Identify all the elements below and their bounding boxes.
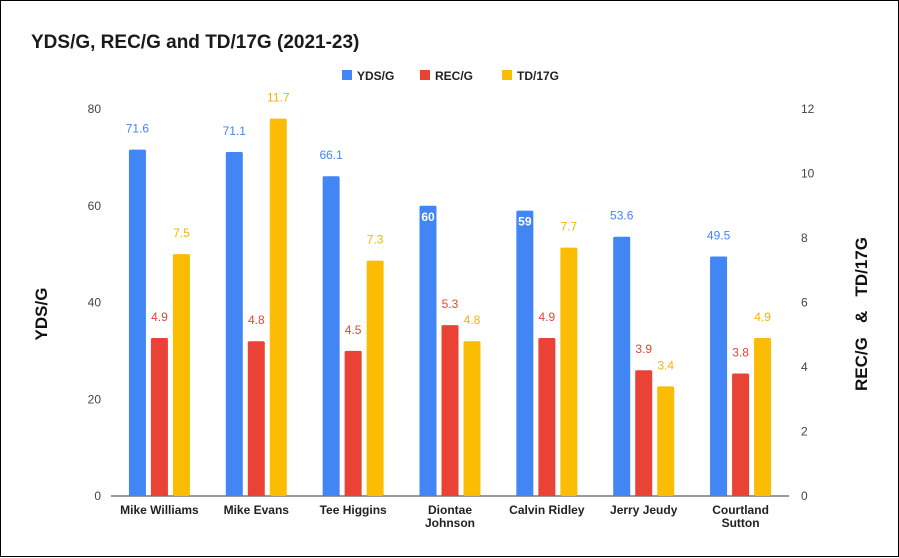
y-right-tick-3: 6 — [801, 296, 808, 310]
data-label-0-5: 53.6 — [610, 209, 634, 223]
legend-swatch-0 — [342, 70, 352, 80]
data-label-1-6: 3.8 — [732, 345, 749, 359]
bar-2-1 — [269, 118, 287, 497]
bar-1-4 — [538, 337, 556, 496]
y-right-tick-6: 12 — [801, 102, 815, 116]
data-label-2-2: 7.3 — [367, 233, 384, 247]
y-right-tick-2: 4 — [801, 360, 808, 374]
data-label-1-5: 3.9 — [635, 342, 652, 356]
data-labels-group: 71.6 4.9 7.5 71.1 4.8 11.7 66.1 4.5 7.3 60 5.3 4.8 5… — [126, 91, 771, 373]
y-axis-right-title: REC/G & TD/17G — [852, 237, 871, 391]
data-label-0-6: 49.5 — [707, 229, 731, 243]
bar-2-3 — [463, 341, 481, 496]
y-axis-left-title: YDS/G — [32, 288, 51, 341]
bar-2-5 — [657, 386, 675, 496]
data-label-1-0: 4.9 — [151, 310, 168, 324]
legend-swatch-1 — [420, 70, 430, 80]
y-left-tick-3: 60 — [88, 199, 102, 213]
bar-0-3 — [419, 205, 437, 496]
bar-0-2 — [322, 176, 340, 496]
y-right-tick-5: 10 — [801, 167, 815, 181]
category-label-6-1: Sutton — [722, 516, 760, 530]
y-right-tick-0: 0 — [801, 489, 808, 503]
category-label-3-1: Johnson — [425, 516, 475, 530]
data-label-1-3: 5.3 — [442, 297, 459, 311]
category-label-4-0: Calvin Ridley — [509, 503, 585, 517]
legend: YDS/G REC/G TD/17G — [342, 69, 559, 83]
legend-label-0: YDS/G — [357, 69, 394, 83]
bar-0-6 — [710, 256, 728, 496]
category-label-1-0: Mike Evans — [224, 503, 290, 517]
bar-2-0 — [172, 254, 190, 496]
legend-label-1: REC/G — [435, 69, 473, 83]
data-label-1-4: 4.9 — [539, 310, 556, 324]
data-label-0-3: 60 — [421, 210, 435, 224]
data-label-2-3: 4.8 — [464, 313, 481, 327]
chart-title: YDS/G, REC/G and TD/17G (2021-23) — [31, 32, 359, 53]
bar-1-0 — [150, 337, 168, 496]
y-right-tick-4: 8 — [801, 231, 808, 245]
y-left-tick-1: 20 — [88, 392, 102, 406]
bar-0-5 — [613, 236, 631, 496]
data-label-2-1: 11.7 — [267, 91, 290, 105]
y-right-tick-1: 2 — [801, 425, 808, 439]
data-label-0-1: 71.1 — [223, 124, 247, 138]
bar-2-4 — [560, 247, 578, 496]
bar-1-5 — [635, 370, 653, 496]
data-label-2-4: 7.7 — [561, 220, 578, 234]
bar-2-6 — [754, 337, 772, 496]
bar-1-6 — [732, 373, 750, 496]
category-label-6-0: Courtland — [712, 503, 769, 517]
category-label-3-0: Diontae — [428, 503, 472, 517]
data-label-2-0: 7.5 — [173, 226, 190, 240]
y-left-tick-2: 40 — [88, 296, 102, 310]
bar-0-0 — [128, 149, 146, 496]
y-left-tick-0: 0 — [94, 489, 101, 503]
category-label-2-0: Tee Higgins — [320, 503, 387, 517]
data-label-2-5: 3.4 — [657, 358, 674, 372]
bars-group — [128, 118, 772, 497]
bar-2-2 — [366, 260, 384, 496]
data-label-0-2: 66.1 — [319, 148, 343, 162]
category-labels-group: Mike Williams Mike Evans Tee Higgins Dionta… — [120, 503, 769, 530]
bar-0-1 — [225, 152, 243, 496]
data-label-1-2: 4.5 — [345, 323, 362, 337]
y-left-tick-4: 80 — [88, 102, 102, 116]
bar-1-2 — [344, 350, 362, 496]
data-label-0-0: 71.6 — [126, 122, 150, 136]
y-axis-left-ticks: 0 20 40 60 80 — [88, 102, 102, 503]
bar-1-1 — [247, 341, 265, 496]
legend-label-2: TD/17G — [517, 69, 559, 83]
y-axis-right-ticks: 0 2 4 6 8 10 12 — [801, 102, 815, 503]
bar-1-3 — [441, 325, 459, 496]
data-label-2-6: 4.9 — [754, 310, 771, 324]
data-label-0-4: 59 — [518, 215, 532, 229]
category-label-0-0: Mike Williams — [120, 503, 199, 517]
data-label-1-1: 4.8 — [248, 313, 265, 327]
legend-swatch-2 — [502, 70, 512, 80]
bar-0-4 — [516, 210, 534, 496]
category-label-5-0: Jerry Jeudy — [610, 503, 678, 517]
